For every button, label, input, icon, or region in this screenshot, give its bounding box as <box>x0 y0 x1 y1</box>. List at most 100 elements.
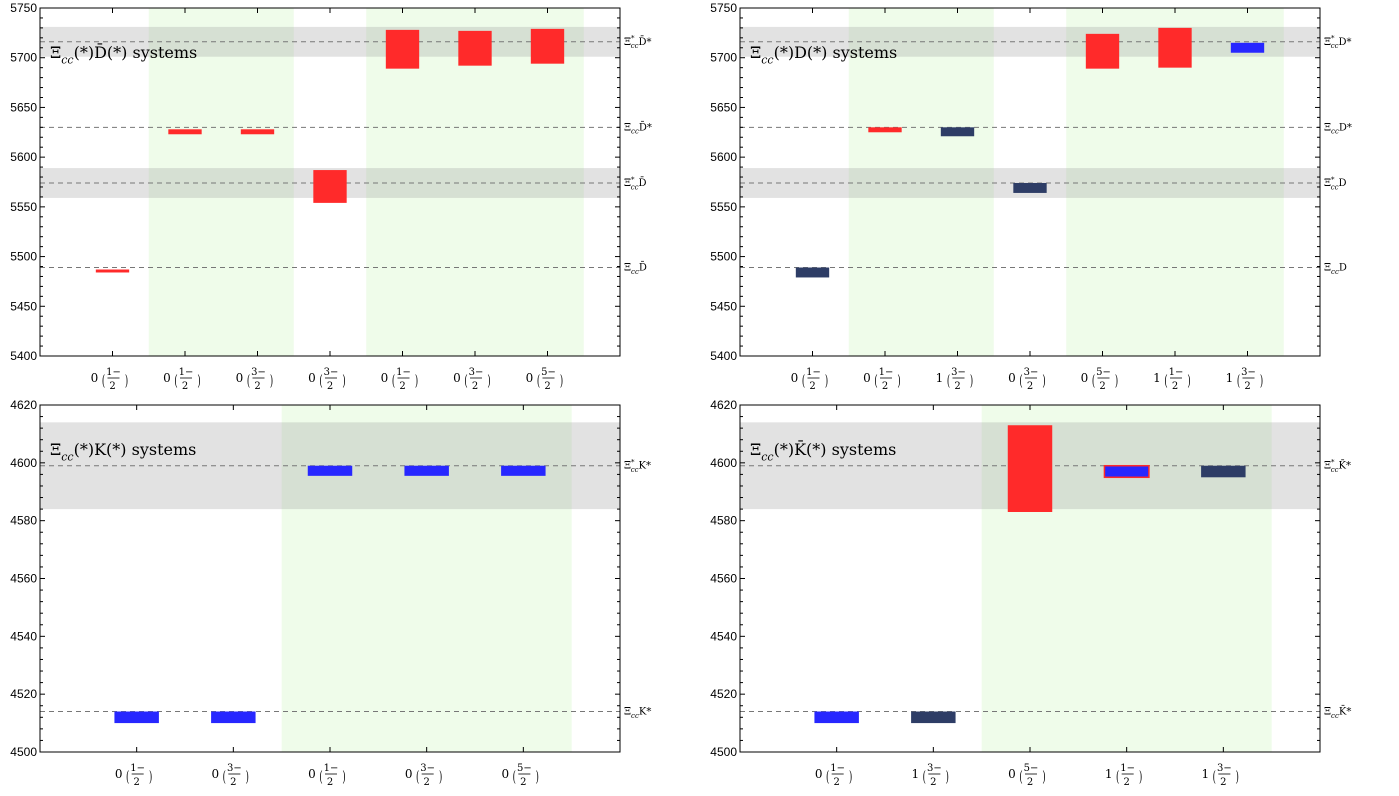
category-paren: ( <box>102 372 105 389</box>
category-paren: ( <box>319 372 322 389</box>
threshold-label: Ξ* ccK̄* <box>1324 459 1351 475</box>
category-jp: 2 <box>544 381 550 392</box>
category-paren: ) <box>415 372 418 389</box>
category-jp: 5− <box>1024 763 1039 774</box>
data-bar <box>307 465 353 476</box>
category-paren: ) <box>1042 768 1045 785</box>
data-bar <box>168 129 202 135</box>
x-category-label: 0(3− 2) <box>308 367 345 392</box>
category-paren: ( <box>1237 372 1240 389</box>
data-bar <box>868 127 902 133</box>
category-isospin: 1 <box>912 767 920 781</box>
data-bar <box>814 711 859 724</box>
category-jp: 5− <box>517 763 532 774</box>
chart-panel-4: ΞccK̄* Ξ* ccK̄* 4500 4520 4540 4560 4580 4600 462… <box>710 398 1351 788</box>
data-bar <box>240 129 275 135</box>
y-tick-label: 4540 <box>710 629 737 643</box>
x-category-label: 0(3− 2) <box>236 367 273 392</box>
category-jp: 1− <box>324 763 339 774</box>
y-tick-label: 4620 <box>710 398 737 412</box>
x-category-label: 1(1− 2) <box>1153 367 1190 392</box>
category-paren: ) <box>1115 372 1118 389</box>
data-bar <box>1158 27 1192 68</box>
panel-title: Ξcc(*)K̄(*) systems <box>750 438 896 463</box>
data-bar <box>795 267 830 278</box>
data-bar <box>458 30 492 66</box>
x-category-label: 0(5− 2) <box>1081 367 1118 392</box>
threshold-label: ΞccD̄* <box>624 121 652 135</box>
y-tick-label: 4620 <box>10 398 37 412</box>
category-jp: 2 <box>1123 777 1129 788</box>
category-jp: 1− <box>1169 367 1184 378</box>
category-jp: 3− <box>251 367 266 378</box>
category-paren: ( <box>874 372 877 389</box>
y-tick-label: 5700 <box>10 51 37 65</box>
data-bar <box>385 29 420 69</box>
category-jp: 1− <box>806 367 821 378</box>
threshold-label: Ξ* ccD̄* <box>624 35 652 51</box>
threshold-label: Ξ* ccD <box>1324 176 1347 192</box>
category-jp: 2 <box>954 381 960 392</box>
category-isospin: 0 <box>1008 767 1016 781</box>
category-paren: ( <box>174 372 177 389</box>
category-jp: 2 <box>1027 381 1033 392</box>
y-tick-label: 4520 <box>710 687 737 701</box>
category-isospin: 0 <box>863 371 871 385</box>
category-paren: ( <box>223 768 226 785</box>
category-jp: 2 <box>423 777 429 788</box>
x-category-label: 0(1− 2) <box>115 763 152 788</box>
x-category-label: 0(1− 2) <box>381 367 418 392</box>
data-bar <box>95 269 130 273</box>
category-jp: 3− <box>927 763 942 774</box>
x-category-label: 1(3− 2) <box>936 367 973 392</box>
threshold-label: ΞccK̄* <box>1324 706 1351 720</box>
x-category-label: 0(5− 2) <box>526 367 563 392</box>
category-jp: 2 <box>327 381 333 392</box>
category-paren: ) <box>825 372 828 389</box>
panel-title: Ξcc(*)K(*) systems <box>50 440 196 463</box>
y-tick-label: 5500 <box>10 250 37 264</box>
category-isospin: 0 <box>381 371 389 385</box>
category-paren: ) <box>1260 372 1263 389</box>
category-isospin: 1 <box>936 371 944 385</box>
green-band <box>148 8 294 356</box>
category-paren: ( <box>392 372 395 389</box>
y-tick-label: 5450 <box>10 299 37 313</box>
x-category-label: 0(3− 2) <box>1008 367 1045 392</box>
chart-panel-3: ΞccK* Ξ* ccK* 4500 4520 4540 4560 4580 4600 4620 0… <box>10 398 651 788</box>
data-bar <box>1013 182 1047 193</box>
x-category-label: 0(5− 2) <box>1008 763 1045 788</box>
category-jp: 2 <box>1220 777 1226 788</box>
category-paren: ( <box>1116 768 1119 785</box>
y-tick-label: 5550 <box>10 200 37 214</box>
category-paren: ) <box>270 372 273 389</box>
category-paren: ) <box>1139 768 1142 785</box>
category-isospin: 1 <box>1202 767 1210 781</box>
x-category-label: 1(3− 2) <box>912 763 949 788</box>
y-tick-label: 4500 <box>10 745 37 759</box>
category-jp: 2 <box>1027 777 1033 788</box>
category-paren: ( <box>947 372 950 389</box>
y-tick-label: 5400 <box>710 349 737 363</box>
category-paren: ( <box>1092 372 1095 389</box>
category-isospin: 0 <box>308 371 316 385</box>
chart-panel-2: ΞccD Ξ* ccD ΞccD* Ξ* ccD* 5400 5450 5500 5550 5600… <box>710 1 1352 392</box>
category-paren: ( <box>1019 768 1022 785</box>
category-isospin: 0 <box>502 767 510 781</box>
data-bar <box>1085 33 1120 69</box>
y-tick-label: 4540 <box>10 629 37 643</box>
category-paren: ) <box>946 768 949 785</box>
y-tick-label: 5750 <box>710 1 737 15</box>
data-bar <box>313 170 347 203</box>
category-jp: 3− <box>227 763 242 774</box>
y-tick-label: 4560 <box>710 572 737 586</box>
x-category-label: 0(1− 2) <box>163 367 200 392</box>
category-isospin: 0 <box>526 371 534 385</box>
category-jp: 1− <box>396 367 411 378</box>
y-tick-label: 4600 <box>710 456 737 470</box>
category-paren: ( <box>416 768 419 785</box>
category-jp: 2 <box>472 381 478 392</box>
y-tick-label: 5650 <box>10 100 37 114</box>
category-isospin: 1 <box>1153 371 1161 385</box>
